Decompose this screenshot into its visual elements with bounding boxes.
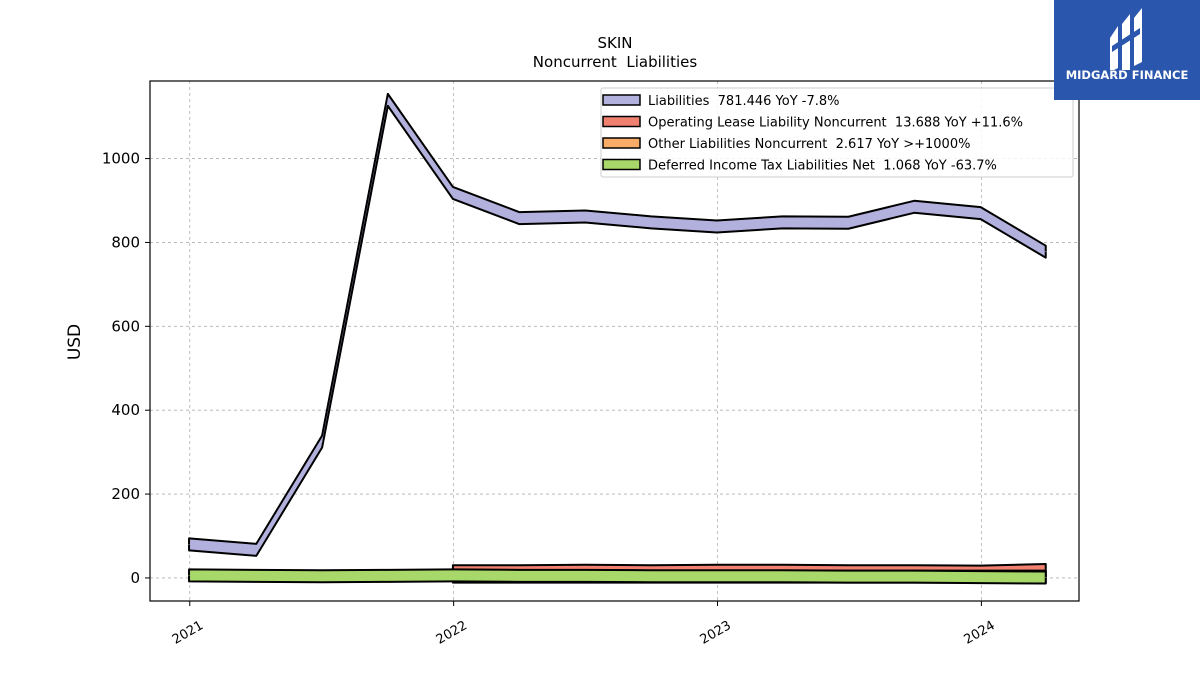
legend-swatch (602, 158, 641, 171)
chart-legend: Liabilities 781.446 YoY -7.8% Operating L… (600, 87, 1074, 178)
data-point (387, 575, 389, 577)
data-point (321, 575, 323, 577)
series-0 (188, 92, 1047, 557)
data-point (188, 543, 190, 545)
data-point (716, 575, 718, 577)
data-point (452, 192, 454, 194)
data-point (980, 212, 982, 214)
legend-label: Other Liabilities Noncurrent 2.617 YoY >… (648, 137, 970, 152)
data-point (847, 576, 849, 578)
data-point (1045, 251, 1047, 253)
data-point (913, 576, 915, 578)
chart-title: SKIN (597, 34, 632, 52)
legend-box (600, 87, 1074, 178)
series-3 (188, 568, 1047, 585)
y-axis: 0 200 400 600 800 1000 (102, 150, 150, 587)
series-layer (188, 92, 1047, 585)
y-axis-label: USD (65, 324, 85, 360)
x-tick-label: 2021 (170, 618, 206, 648)
data-point (1045, 577, 1047, 579)
data-point (387, 99, 389, 101)
data-point (188, 574, 190, 576)
data-point (584, 575, 586, 577)
data-point (913, 206, 915, 208)
data-point (716, 226, 718, 228)
data-point (518, 575, 520, 577)
series-band (188, 92, 1047, 557)
data-point (255, 575, 257, 577)
legend-swatch (602, 137, 641, 149)
y-tick-label: 600 (111, 317, 140, 335)
x-tick-label: 2023 (698, 618, 734, 648)
brand-name: MIDGARD FINANCE (1065, 68, 1189, 82)
y-tick-label: 800 (111, 233, 140, 251)
data-point (518, 217, 520, 219)
x-axis: 2021 2022 2023 2024 (170, 601, 998, 648)
chart-subtitle: Noncurrent Liabilities (533, 53, 698, 71)
data-point (255, 549, 257, 551)
brand-logo: MIDGARD FINANCE (1054, 0, 1200, 100)
data-point (452, 574, 454, 576)
x-tick-label: 2022 (434, 618, 470, 648)
legend-swatch (602, 94, 641, 106)
y-tick-label: 0 (130, 569, 140, 587)
data-point (584, 215, 586, 217)
y-tick-label: 400 (111, 401, 140, 419)
data-point (650, 575, 652, 577)
legend-swatch (602, 115, 641, 128)
plot-frame (149, 80, 1080, 602)
data-point (980, 576, 982, 578)
data-point (782, 221, 784, 223)
data-point (650, 221, 652, 223)
x-tick-label: 2024 (962, 618, 998, 648)
data-point (321, 441, 323, 443)
y-tick-label: 1000 (102, 150, 140, 168)
data-point (847, 222, 849, 224)
legend-label: Liabilities 781.446 YoY -7.8% (648, 94, 840, 109)
y-tick-label: 200 (111, 485, 140, 503)
legend-label: Operating Lease Liability Noncurrent 13.… (648, 116, 1023, 131)
series-band (188, 568, 1047, 585)
data-point (782, 575, 784, 577)
legend-label: Deferred Income Tax Liabilities Net 1.06… (648, 159, 997, 174)
logo-mark-icon (1110, 8, 1142, 70)
